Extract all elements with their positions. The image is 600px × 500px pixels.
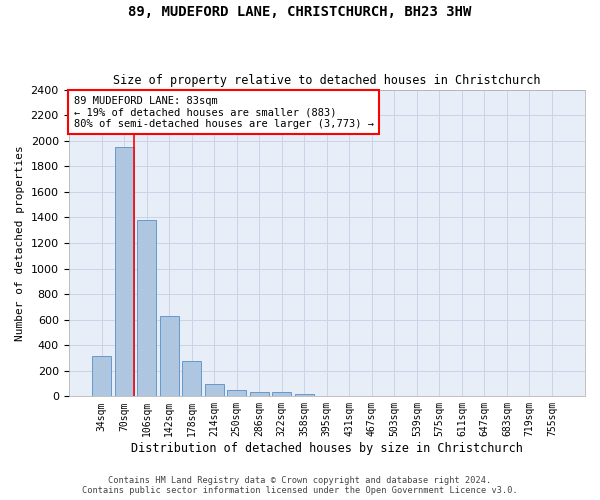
Bar bbox=[205, 384, 224, 396]
Bar bbox=[227, 390, 246, 396]
Text: Contains HM Land Registry data © Crown copyright and database right 2024.
Contai: Contains HM Land Registry data © Crown c… bbox=[82, 476, 518, 495]
Bar bbox=[295, 394, 314, 396]
Bar bbox=[160, 316, 179, 396]
Bar bbox=[272, 392, 291, 396]
Bar bbox=[250, 392, 269, 396]
Bar bbox=[137, 220, 156, 396]
Y-axis label: Number of detached properties: Number of detached properties bbox=[15, 145, 25, 341]
Text: 89 MUDEFORD LANE: 83sqm
← 19% of detached houses are smaller (883)
80% of semi-d: 89 MUDEFORD LANE: 83sqm ← 19% of detache… bbox=[74, 96, 374, 129]
Text: 89, MUDEFORD LANE, CHRISTCHURCH, BH23 3HW: 89, MUDEFORD LANE, CHRISTCHURCH, BH23 3H… bbox=[128, 5, 472, 19]
Title: Size of property relative to detached houses in Christchurch: Size of property relative to detached ho… bbox=[113, 74, 541, 87]
X-axis label: Distribution of detached houses by size in Christchurch: Distribution of detached houses by size … bbox=[131, 442, 523, 455]
Bar bbox=[182, 361, 201, 396]
Bar bbox=[115, 147, 134, 396]
Bar bbox=[92, 356, 111, 397]
